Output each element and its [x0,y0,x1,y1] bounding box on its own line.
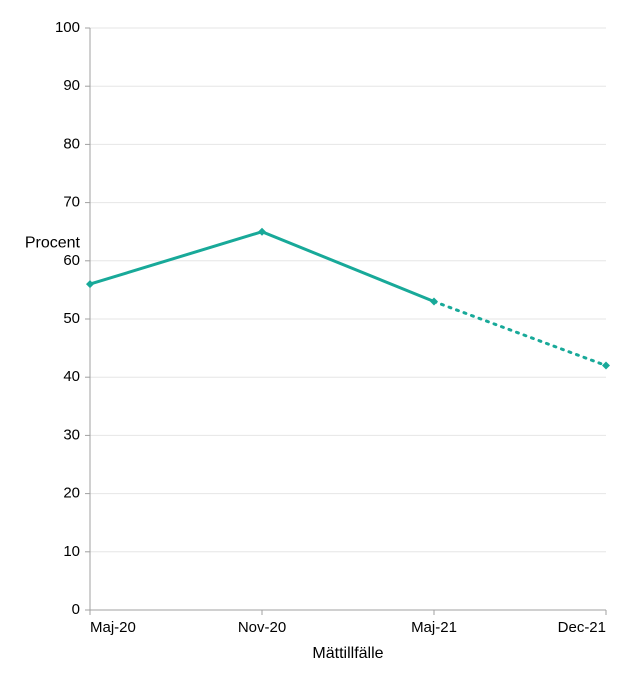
line-chart: 0 10 20 30 40 50 60 70 80 90 100 Procent Maj-20 Nov-2… [0,0,626,675]
y-tick-label: 100 [55,19,80,36]
x-tick-label: Dec-21 [558,619,606,636]
data-marker [602,362,610,370]
data-marker [430,298,438,306]
chart-svg: 0 10 20 30 40 50 60 70 80 90 100 Procent Maj-20 Nov-2… [0,0,626,675]
y-axis-title: Procent [25,235,81,252]
y-tick-label: 60 [63,252,80,269]
series-dotted-segment [434,302,606,366]
y-tick-label: 70 [63,194,80,211]
y-tick-label: 80 [63,135,80,152]
x-tick-label: Nov-20 [238,619,286,636]
y-tick-label: 50 [63,310,80,327]
y-tick-label: 10 [63,543,80,560]
data-marker [86,280,94,288]
series-solid-segment [90,232,434,302]
x-axis-title: Mättillfälle [312,645,383,662]
y-tick-label: 0 [72,601,80,618]
x-tick-label: Maj-21 [411,619,457,636]
x-tick-label: Maj-20 [90,619,136,636]
y-tick-label: 90 [63,77,80,94]
y-tick-label: 30 [63,426,80,443]
y-tick-label: 20 [63,485,80,502]
data-marker [258,228,266,236]
y-tick-label: 40 [63,368,80,385]
